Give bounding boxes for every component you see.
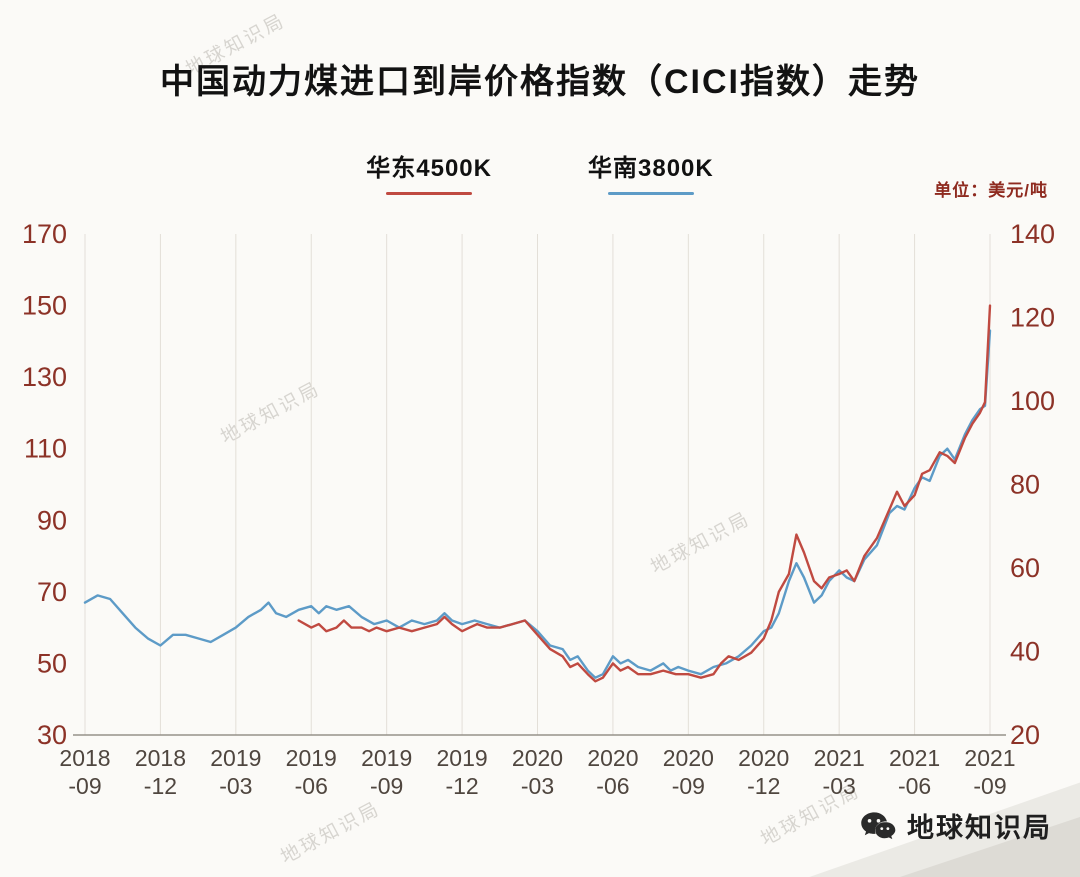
left-axis-tick: 30 <box>37 720 67 750</box>
left-axis-tick: 90 <box>37 505 67 535</box>
wechat-icon <box>859 810 897 842</box>
x-axis-tick-year: 2020 <box>512 745 563 771</box>
brand-footer: 地球知识局 <box>859 806 1052 845</box>
x-axis-tick-year: 2020 <box>738 745 789 771</box>
x-axis-tick-year: 2019 <box>436 745 487 771</box>
right-axis-tick: 60 <box>1010 553 1040 583</box>
right-axis-tick: 100 <box>1010 386 1055 416</box>
x-axis-tick-month: -09 <box>973 773 1006 799</box>
left-axis-tick: 70 <box>37 577 67 607</box>
left-axis-tick: 50 <box>37 648 67 678</box>
legend-swatch-huadong <box>386 192 473 195</box>
x-axis-tick-month: -03 <box>823 773 856 799</box>
left-axis-tick: 110 <box>24 434 67 464</box>
x-axis-tick-month: -12 <box>144 773 177 799</box>
x-axis-tick-month: -12 <box>747 773 780 799</box>
legend-item-huadong: 华东4500K <box>366 148 492 195</box>
x-axis-tick-month: -03 <box>521 773 554 799</box>
x-axis-tick-year: 2019 <box>210 745 261 771</box>
chart-title: 中国动力煤进口到岸价格指数（CICI指数）走势 <box>160 63 920 101</box>
legend-item-huanan: 华南3800K <box>588 148 714 195</box>
x-axis-tick-year: 2021 <box>889 745 940 771</box>
x-axis-tick-year: 2021 <box>814 745 865 771</box>
x-axis-tick-month: -09 <box>370 773 403 799</box>
right-axis-tick: 20 <box>1010 720 1040 750</box>
x-axis-tick-year: 2019 <box>361 745 412 771</box>
x-axis-tick-year: 2018 <box>59 745 110 771</box>
right-axis-tick: 140 <box>1010 219 1055 249</box>
right-axis-tick: 120 <box>1010 303 1055 333</box>
x-axis-tick-month: -09 <box>68 773 101 799</box>
x-axis-tick-year: 2018 <box>135 745 186 771</box>
x-axis-tick-month: -09 <box>672 773 705 799</box>
left-axis-tick: 150 <box>22 291 67 321</box>
x-axis-tick-year: 2019 <box>286 745 337 771</box>
brand-name: 地球知识局 <box>907 813 1052 843</box>
x-axis-tick-month: -12 <box>445 773 478 799</box>
right-axis-tick: 40 <box>1010 637 1040 667</box>
x-axis-tick-year: 2021 <box>964 745 1015 771</box>
left-axis-tick: 170 <box>22 219 67 249</box>
x-axis-tick-year: 2020 <box>663 745 714 771</box>
x-axis-tick-month: -03 <box>219 773 252 799</box>
legend: 华东4500K 华南3800K <box>0 148 1080 195</box>
left-axis-tick: 130 <box>22 362 67 392</box>
x-axis-tick-month: -06 <box>898 773 931 799</box>
unit-label: 单位：美元/吨 <box>934 181 1048 200</box>
legend-swatch-huanan <box>607 192 694 195</box>
right-axis-tick: 80 <box>1010 470 1040 500</box>
x-axis-tick-month: -06 <box>596 773 629 799</box>
series-line-华南3800K <box>83 329 992 679</box>
legend-label-huadong: 华东4500K <box>366 155 492 182</box>
legend-label-huanan: 华南3800K <box>588 155 714 182</box>
x-axis-tick-year: 2020 <box>587 745 638 771</box>
x-axis-tick-month: -06 <box>295 773 328 799</box>
series-line-华东4500K <box>297 304 992 683</box>
